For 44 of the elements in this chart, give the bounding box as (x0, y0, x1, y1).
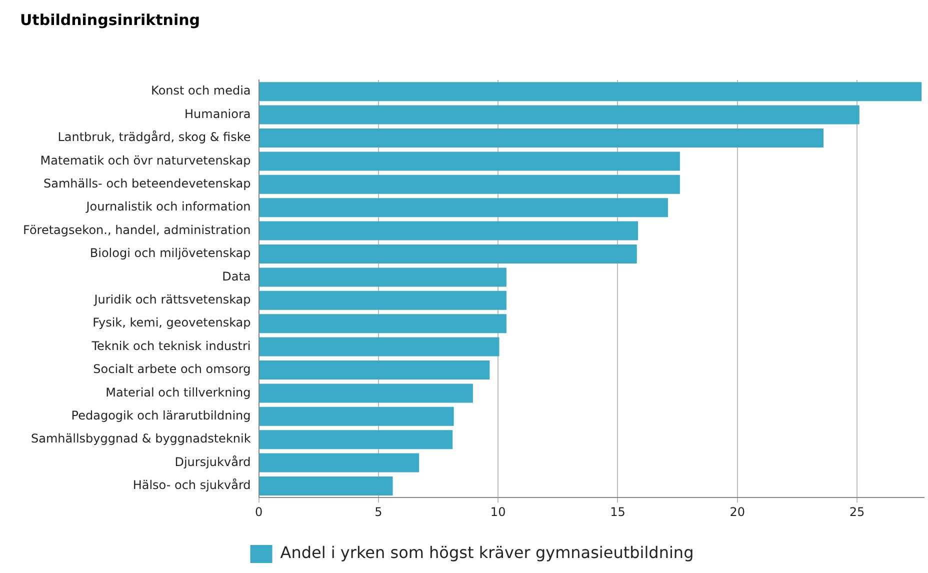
legend-label: Andel i yrken som högst kräver gymnasieutbildning (280, 543, 694, 562)
bar (259, 105, 860, 124)
y-tick-label: Konst och media (151, 84, 251, 98)
y-tick-label: Samhällsbyggnad & byggnadsteknik (31, 432, 251, 446)
x-tick-label: 10 (490, 504, 506, 519)
y-tick-label: Socialt arbete och omsorg (93, 362, 251, 376)
x-tick-label: 15 (610, 504, 626, 519)
bar (259, 384, 473, 403)
y-tick-label: Matematik och övr naturvetenskap (40, 153, 251, 168)
y-tick-label: Djursjukvård (174, 454, 251, 469)
bar (259, 290, 506, 310)
x-tick-label: 25 (849, 504, 865, 519)
bar (259, 221, 638, 240)
bar (259, 314, 506, 334)
x-tick-label: 0 (254, 504, 263, 519)
y-tick-label: Material och tillverkning (106, 385, 251, 400)
bar (259, 82, 922, 102)
y-tick-label: Samhälls- och beteendevetenskap (44, 176, 251, 191)
bar (259, 430, 453, 450)
bar (259, 198, 668, 218)
bar (259, 453, 420, 472)
x-tick-label: 20 (730, 504, 745, 519)
text: Utbildningsinriktning (20, 10, 200, 29)
y-tick-label: Biologi och miljövetenskap (90, 246, 251, 260)
y-tick-label: Lantbruk, trädgård, skog & fiske (58, 130, 251, 144)
x-tick-label: 5 (374, 504, 382, 519)
y-tick-label: Teknik och teknisk industri (90, 338, 251, 353)
y-tick-label: Hälso- och sjukvård (132, 478, 251, 492)
y-tick-label: Fysik, kemi, geovetenskap (92, 316, 251, 330)
y-tick-label: Företagsekon., handel, administration (22, 222, 251, 237)
y-tick-label: Pedagogik och lärarutbildning (71, 408, 251, 423)
bar (259, 244, 637, 264)
bar (259, 476, 393, 496)
bar (259, 360, 490, 380)
y-tick-label: Data (222, 269, 251, 284)
y-tick-label: Humaniora (184, 106, 251, 121)
bar (259, 337, 500, 356)
y-tick-label: Juridik och rättsvetenskap (93, 292, 251, 307)
bar (259, 406, 454, 426)
bar (259, 174, 680, 194)
bar (259, 268, 506, 287)
bar (259, 152, 680, 171)
y-tick-label: Journalistik och information (85, 200, 251, 214)
bar (259, 128, 824, 148)
